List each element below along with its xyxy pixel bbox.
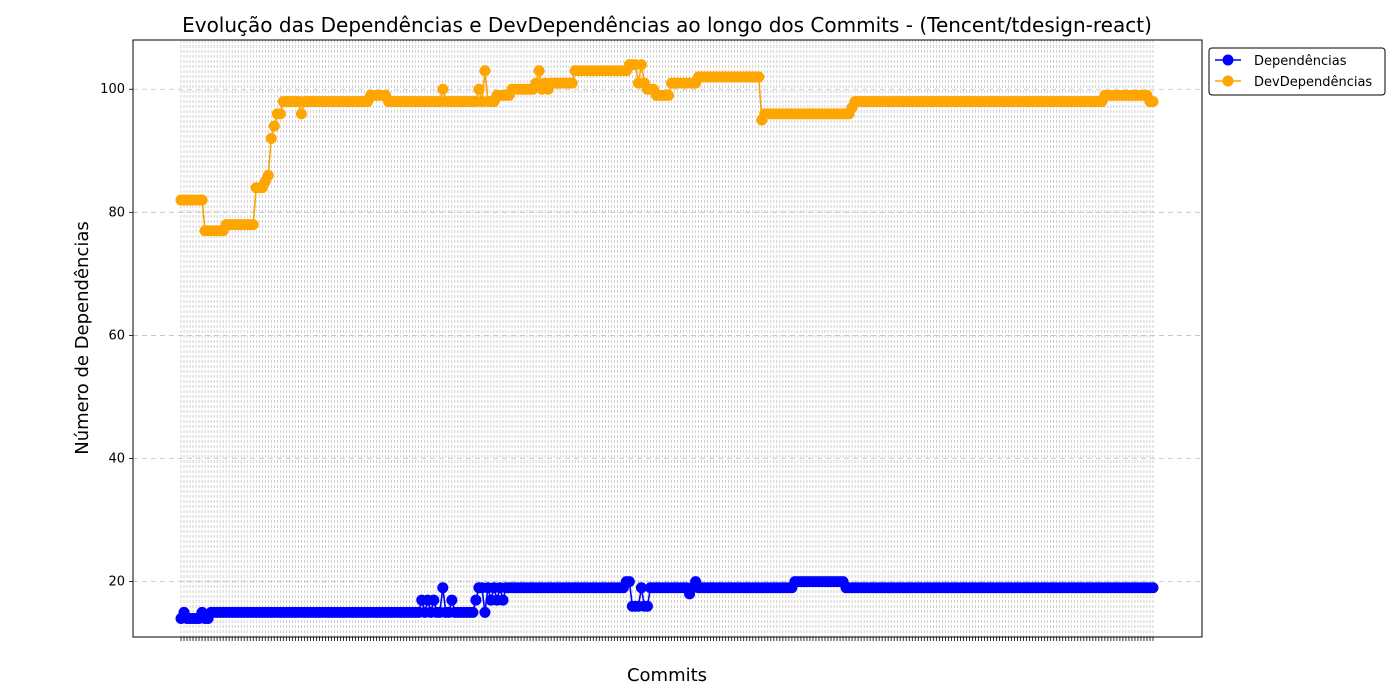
data-point xyxy=(473,83,485,95)
y-tick-label: 40 xyxy=(108,452,125,467)
y-grid-lines xyxy=(133,88,1202,583)
data-point xyxy=(533,65,545,77)
legend-marker xyxy=(1222,75,1234,87)
chart-title: Evolução das Dependências e DevDependênc… xyxy=(182,13,1152,37)
data-point xyxy=(497,594,509,606)
data-point xyxy=(428,594,440,606)
y-tick-label: 20 xyxy=(108,575,125,590)
y-axis-label: Número de Dependências xyxy=(72,221,93,455)
data-point xyxy=(262,169,274,181)
data-point xyxy=(623,576,635,588)
data-point xyxy=(268,120,280,132)
plot-frame xyxy=(132,39,1203,638)
data-point xyxy=(641,600,653,612)
data-point xyxy=(274,108,286,120)
data-point xyxy=(566,77,578,89)
y-tick-marks: 20 40 60 80 100 xyxy=(100,82,133,590)
y-tick-label: 60 xyxy=(108,328,125,343)
data-point xyxy=(446,594,458,606)
data-point xyxy=(753,71,765,83)
y-tick-label: 80 xyxy=(108,205,125,220)
legend: Dependências DevDependências xyxy=(1208,47,1386,96)
series-layer xyxy=(175,59,1159,625)
series-dependências xyxy=(175,576,1159,625)
x-tick-marks xyxy=(180,637,1154,641)
data-point xyxy=(295,108,307,120)
data-point xyxy=(663,89,674,101)
data-point xyxy=(470,594,482,606)
data-point xyxy=(635,59,647,71)
x-axis-label: Commits xyxy=(627,665,707,686)
series-devdependências xyxy=(175,59,1159,237)
legend-box xyxy=(1208,47,1386,96)
legend-marker xyxy=(1222,54,1234,66)
data-point xyxy=(479,65,491,77)
data-point xyxy=(479,606,491,618)
data-point xyxy=(1147,96,1159,108)
data-point xyxy=(467,606,479,618)
x-grid-lines xyxy=(180,40,1154,637)
data-point xyxy=(437,83,449,95)
y-tick-label: 100 xyxy=(100,82,125,97)
data-point xyxy=(196,194,208,206)
legend-entries: Dependências DevDependências xyxy=(1215,54,1372,90)
data-point xyxy=(635,582,647,594)
data-point xyxy=(265,132,277,144)
data-point xyxy=(437,582,449,594)
legend-label: Dependências xyxy=(1254,54,1347,69)
data-point xyxy=(247,219,259,231)
data-point xyxy=(1147,582,1159,594)
legend-label: DevDependências xyxy=(1254,75,1372,90)
